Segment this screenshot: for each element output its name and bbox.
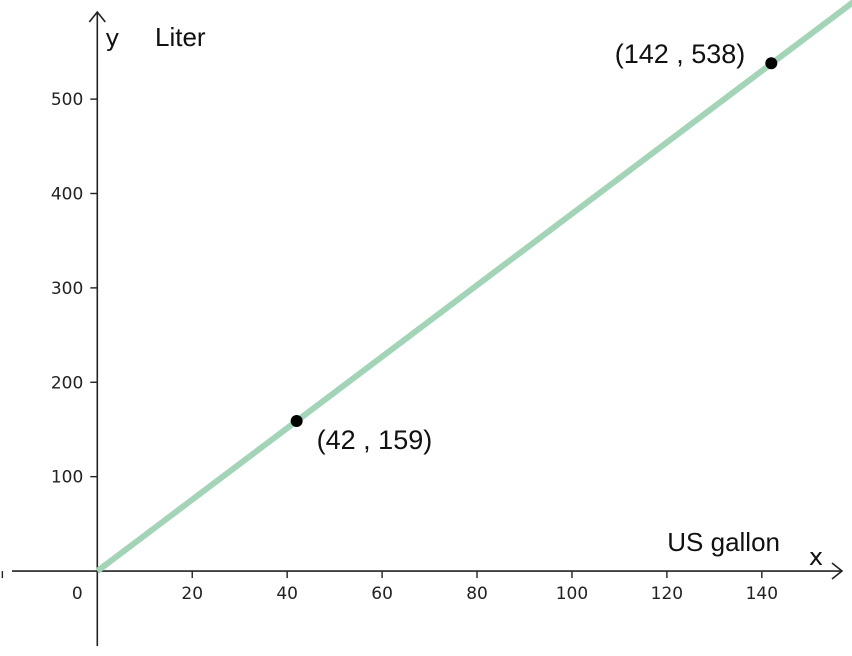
x-tick-label: 60	[371, 584, 393, 604]
y-tick-label: 400	[51, 184, 83, 204]
x-tick-label: 40	[276, 584, 298, 604]
ticks: 20 40 60 80 100 120 140 100 200 300 400 500	[1, 90, 778, 604]
x-tick-label: 80	[466, 584, 488, 604]
y-tick-label: 300	[51, 279, 83, 299]
x-axis-title: US gallon	[667, 527, 780, 557]
x-axis-arrow-icon	[831, 562, 844, 580]
series-layer	[95, 0, 852, 574]
y-axis-letter: y	[105, 24, 119, 52]
x-tick-label: 20	[181, 584, 203, 604]
x-tick-label: 140	[746, 584, 778, 604]
y-tick-label: 200	[51, 373, 83, 393]
series-line	[95, 0, 852, 574]
origin-label: 0	[72, 584, 83, 604]
x-tick-label: 100	[556, 584, 588, 604]
x-tick-label: 120	[651, 584, 683, 604]
data-point-label: (42 , 159)	[317, 425, 433, 455]
y-tick-label: 100	[51, 468, 83, 488]
data-point	[765, 57, 778, 70]
y-axis-arrow-icon	[88, 10, 106, 23]
data-point	[290, 414, 303, 427]
axes	[12, 10, 844, 646]
y-tick-label: 500	[51, 90, 83, 110]
data-point-label: (142 , 538)	[615, 39, 746, 69]
points-layer: (42 , 159) (142 , 538)	[290, 39, 778, 455]
x-axis-letter: x	[809, 543, 823, 571]
y-axis-title: Liter	[155, 22, 206, 52]
